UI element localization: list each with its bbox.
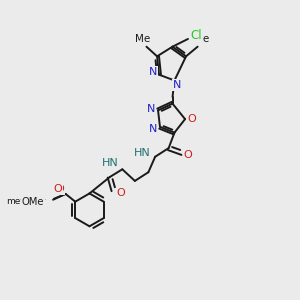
Text: O: O [116,188,125,199]
Text: N: N [147,104,155,114]
Text: O: O [188,114,196,124]
Text: O: O [53,184,62,194]
Text: HN: HN [102,158,118,168]
Text: N: N [149,124,158,134]
Text: HN: HN [134,148,150,158]
Text: O: O [56,184,64,194]
Text: N: N [149,67,158,77]
Text: OMe: OMe [22,197,44,207]
Text: O: O [184,150,192,160]
Text: Me: Me [135,34,150,44]
Text: Cl: Cl [191,28,203,42]
Text: methoxy: methoxy [7,197,46,206]
Text: Me: Me [194,34,209,44]
Text: N: N [173,80,182,90]
